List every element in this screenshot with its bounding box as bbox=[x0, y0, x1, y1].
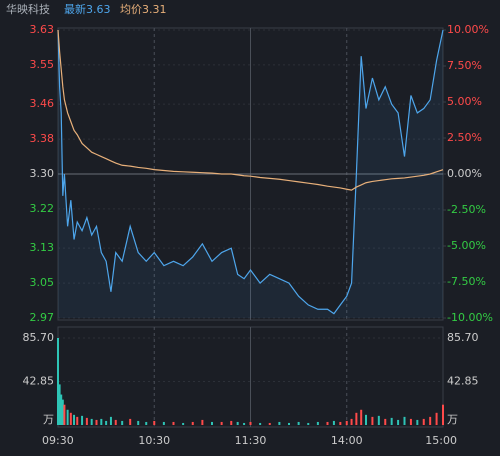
price-area bbox=[58, 30, 443, 318]
y2-tick-label: 0.00% bbox=[447, 167, 482, 180]
volume-bar bbox=[316, 421, 319, 425]
unit-label-right: 万 bbox=[447, 413, 458, 426]
volume-bar bbox=[435, 412, 438, 425]
y2-tick-label: 2.50% bbox=[447, 131, 482, 144]
volume-bar bbox=[416, 419, 419, 425]
volume-bar bbox=[288, 422, 290, 425]
volume-bar bbox=[345, 420, 348, 425]
volume-bar bbox=[153, 420, 156, 425]
y-tick-label: 3.63 bbox=[30, 23, 55, 36]
y-tick-label: 85.70 bbox=[23, 331, 55, 344]
volume-bar bbox=[100, 418, 103, 425]
volume-bar bbox=[377, 415, 380, 425]
y-tick-label-right: 42.85 bbox=[447, 375, 479, 388]
volume-bar bbox=[137, 420, 140, 425]
volume-bar bbox=[236, 421, 239, 425]
volume-bar bbox=[390, 417, 393, 425]
y2-tick-label: 10.00% bbox=[447, 23, 489, 36]
series-line bbox=[57, 29, 444, 191]
volume-bar bbox=[191, 421, 194, 425]
y-tick-label: 2.97 bbox=[30, 311, 55, 324]
volume-bar bbox=[268, 422, 271, 425]
x-tick-label: 09:30 bbox=[42, 434, 74, 447]
volume-bar bbox=[350, 418, 353, 425]
volume-bar bbox=[182, 422, 185, 425]
unit-label: 万 bbox=[43, 413, 54, 426]
volume-bar bbox=[365, 414, 367, 425]
y2-tick-label: -10.00% bbox=[447, 311, 493, 324]
volume-bar bbox=[145, 421, 148, 425]
x-tick-label: 11:30 bbox=[235, 434, 267, 447]
y-tick-label: 3.13 bbox=[30, 241, 55, 254]
volume-bar bbox=[384, 418, 387, 425]
volume-bar bbox=[243, 422, 246, 425]
volume-bar bbox=[201, 419, 204, 425]
average-label: 均价3.31 bbox=[120, 3, 167, 16]
series-line bbox=[57, 29, 444, 315]
x-tick-label: 15:00 bbox=[425, 434, 457, 447]
y-tick-label: 3.38 bbox=[30, 132, 55, 145]
volume-bar bbox=[442, 404, 444, 425]
x-tick-label: 10:30 bbox=[138, 434, 170, 447]
volume-bar bbox=[105, 420, 108, 425]
volume-bar bbox=[249, 421, 252, 425]
volume-bar bbox=[60, 394, 63, 425]
y-tick-label: 42.85 bbox=[23, 375, 55, 388]
volume-bar bbox=[409, 418, 412, 425]
volume-bar bbox=[114, 419, 117, 425]
volume-bar bbox=[76, 416, 79, 425]
y-tick-label: 3.55 bbox=[30, 58, 55, 71]
volume-bar bbox=[211, 421, 213, 425]
volume-bar bbox=[230, 420, 233, 425]
volume-bar bbox=[95, 419, 98, 425]
volume-bar bbox=[259, 422, 262, 425]
volume-bar bbox=[61, 399, 64, 425]
volume-bar bbox=[403, 416, 406, 425]
y-tick-label-right: 85.70 bbox=[447, 331, 479, 344]
latest-label: 最新3.63 bbox=[64, 2, 111, 16]
volume-bar bbox=[121, 420, 124, 425]
y-tick-label: 3.05 bbox=[30, 276, 55, 289]
volume-bar bbox=[85, 417, 88, 425]
volume-bar bbox=[278, 421, 281, 425]
volume-bar bbox=[90, 418, 93, 425]
volume-bar bbox=[307, 422, 310, 425]
y-tick-label: 3.22 bbox=[30, 202, 55, 215]
y-tick-label: 3.46 bbox=[30, 97, 55, 110]
volume-bar bbox=[66, 409, 69, 425]
y2-tick-label: 7.50% bbox=[447, 59, 482, 72]
volume-bar bbox=[220, 421, 223, 425]
volume-bar bbox=[109, 416, 112, 425]
volume-bar bbox=[397, 419, 400, 425]
volume-bar bbox=[69, 412, 72, 425]
volume-bar bbox=[73, 414, 76, 425]
volume-bar bbox=[422, 418, 425, 425]
y2-tick-label: -2.50% bbox=[447, 203, 486, 216]
volume-bar bbox=[355, 412, 358, 425]
y-tick-label: 3.30 bbox=[30, 167, 55, 180]
volume-bar bbox=[129, 418, 132, 425]
volume-bar bbox=[429, 416, 432, 425]
stock-name: 华映科技 bbox=[6, 2, 50, 16]
x-tick-label: 14:00 bbox=[331, 434, 363, 447]
volume-bar bbox=[162, 421, 165, 425]
volume-bar bbox=[332, 420, 335, 425]
volume-bar bbox=[58, 384, 61, 425]
volume-bar bbox=[57, 338, 59, 425]
volume-bar bbox=[371, 416, 374, 425]
y2-tick-label: -5.00% bbox=[447, 239, 486, 252]
volume-bar bbox=[63, 404, 66, 425]
y2-tick-label: 5.00% bbox=[447, 95, 482, 108]
volume-bar bbox=[360, 409, 363, 425]
volume-bar bbox=[339, 421, 342, 425]
volume-bar bbox=[297, 421, 300, 425]
volume-bar bbox=[81, 415, 84, 425]
y2-tick-label: -7.50% bbox=[447, 275, 486, 288]
volume-bar bbox=[326, 421, 329, 425]
volume-bar bbox=[172, 421, 175, 425]
